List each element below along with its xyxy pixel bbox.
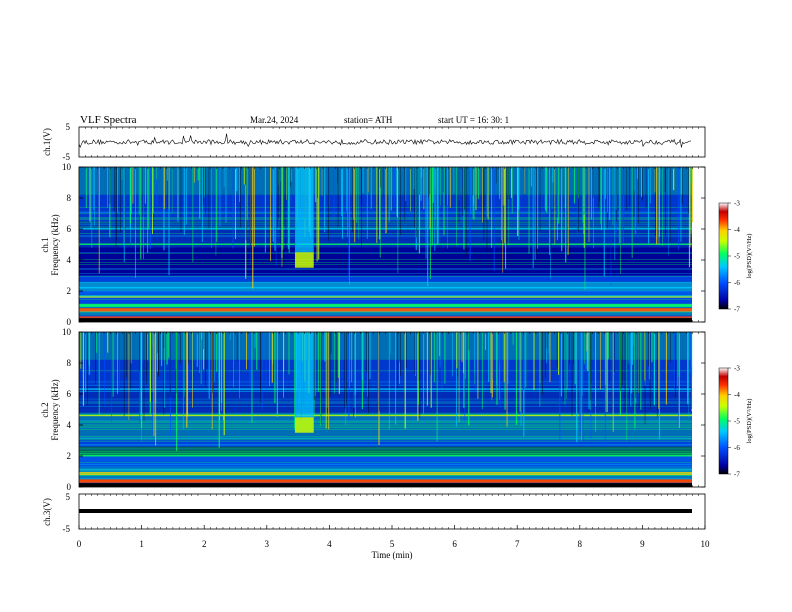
time-tick-label: 7 (515, 539, 520, 549)
ch3-ytick-bottom: -5 (63, 524, 71, 534)
spectral-band (79, 332, 692, 360)
ch1-ylabel: ch.1(V) (42, 128, 52, 156)
time-tick-label: 0 (77, 539, 82, 549)
emission-line (79, 455, 692, 457)
ch1-waveform-panel: 5 -5 ch.1(V) (42, 122, 706, 162)
ch2-colorbar-ramp (718, 367, 729, 475)
colorbar-tick-label: -5 (734, 253, 740, 261)
ch1-spectrogram-image (78, 167, 694, 322)
figure-title: VLF Spectra (80, 114, 137, 126)
colorbar-tick-label: -3 (734, 365, 740, 373)
time-axis-ticks: 0 1 2 3 4 5 6 7 8 9 10 (77, 127, 710, 549)
emission-line (79, 414, 692, 417)
ch2-yticks: 0 2 4 6 8 10 (62, 327, 705, 492)
ch3-waveform-panel: 5 -5 ch.3(V) 0 1 2 3 4 5 6 7 8 9 10 Time (min) (42, 127, 710, 560)
ch1-colorbar-label: log(PSD)(V²/Hz) (746, 234, 753, 279)
ch3-ylabel: ch.3(V) (42, 498, 52, 526)
burst-region (294, 332, 314, 418)
spectral-band (79, 359, 692, 387)
freq-tick-label: 0 (67, 482, 72, 492)
burst-core (294, 252, 314, 268)
ch1-ylabel-frequency: Frequency (kHz) (50, 214, 60, 275)
ch1-spectrogram-panel: 0 2 4 6 8 10 ch.1 Frequency (kHz) (40, 162, 706, 327)
spectral-band (79, 275, 692, 282)
burst-region (294, 167, 314, 253)
ch2-spectrogram-panel: 0 2 4 6 8 10 ch.2 Frequency (kHz) (40, 327, 706, 492)
time-tick-label: 2 (202, 539, 207, 549)
freq-tick-label: 2 (67, 451, 72, 461)
station-label: station= ATH (344, 115, 393, 125)
ch2-colorbar-ticks: -3 -4 -5 -6 -7 (728, 365, 740, 479)
time-tick-label: 3 (265, 539, 270, 549)
low-frequency-line (79, 308, 692, 312)
emission-line (79, 303, 692, 307)
colorbar-tick-label: -6 (734, 279, 740, 287)
freq-tick-label: 10 (62, 162, 72, 172)
colorbar-tick-label: -4 (734, 226, 740, 234)
time-tick-label: 4 (327, 539, 332, 549)
freq-tick-label: 4 (67, 255, 72, 265)
burst-core (294, 417, 314, 433)
spectral-band (79, 386, 692, 413)
ch3-waveform-trace (79, 509, 692, 513)
ch2-spectrogram-image (79, 332, 693, 487)
freq-tick-label: 2 (67, 286, 72, 296)
colorbar-tick-label: -7 (734, 471, 740, 479)
spectral-band (79, 247, 692, 276)
ch1-yticks: 0 2 4 6 8 10 (62, 162, 705, 327)
colorbar-tick-label: -5 (734, 418, 740, 426)
ch1-ytick-top: 5 (66, 122, 71, 132)
spectral-band (79, 440, 692, 447)
spectral-band (79, 412, 692, 441)
colorbar-tick-label: -4 (734, 391, 740, 399)
date-label: Mar.24, 2024 (250, 115, 299, 125)
ch1-colorbar-ramp (718, 202, 729, 310)
start-time-label: start UT = 16: 30: 1 (438, 115, 509, 125)
freq-tick-label: 8 (67, 358, 72, 368)
time-tick-label: 10 (701, 539, 711, 549)
colorbar-tick-label: -3 (734, 200, 740, 208)
ch1-spectrogram-frame (78, 166, 706, 323)
ch2-spectrogram-frame (78, 331, 706, 488)
emission-line (79, 243, 692, 245)
ch1-waveform-trace (78, 133, 692, 149)
ch2-ylabel-frequency: Frequency (kHz) (50, 379, 60, 440)
ch1-ylabel-channel: ch.1 (40, 237, 50, 252)
ch2-colorbar: -3 -4 -5 -6 -7 log(PSD)(V²/Hz) (718, 365, 753, 479)
spectral-band (79, 281, 692, 291)
freq-tick-label: 6 (67, 389, 72, 399)
colorbar-tick-label: -7 (734, 306, 740, 314)
freq-tick-label: 8 (67, 193, 72, 203)
freq-tick-label: 0 (67, 317, 72, 327)
header: VLF Spectra Mar.24, 2024 station= ATH st… (80, 114, 509, 126)
emission-line (79, 316, 692, 320)
emission-line (79, 286, 692, 289)
freq-tick-label: 6 (67, 224, 72, 234)
time-tick-label: 9 (640, 539, 645, 549)
emission-line (79, 388, 692, 390)
low-frequency-line (79, 479, 692, 483)
emission-line (79, 296, 692, 298)
ch2-colorbar-label: log(PSD)(V²/Hz) (746, 399, 753, 444)
ch1-colorbar: -3 -4 -5 -6 -7 log(PSD)(V²/Hz) (718, 200, 753, 314)
freq-tick-label: 10 (62, 327, 72, 337)
time-tick-label: 5 (390, 539, 395, 549)
time-tick-label: 6 (452, 539, 457, 549)
time-tick-label: 1 (139, 539, 144, 549)
time-tick-label: 8 (578, 539, 583, 549)
ch1-ytick-bottom: -5 (63, 152, 71, 162)
time-axis-label: Time (min) (372, 550, 413, 560)
colorbar-tick-label: -6 (734, 444, 740, 452)
ch1-colorbar-ticks: -3 -4 -5 -6 -7 (728, 200, 740, 314)
ch3-ytick-top: 5 (66, 492, 71, 502)
freq-tick-label: 4 (67, 420, 72, 430)
ch2-ylabel-channel: ch.2 (40, 402, 50, 417)
